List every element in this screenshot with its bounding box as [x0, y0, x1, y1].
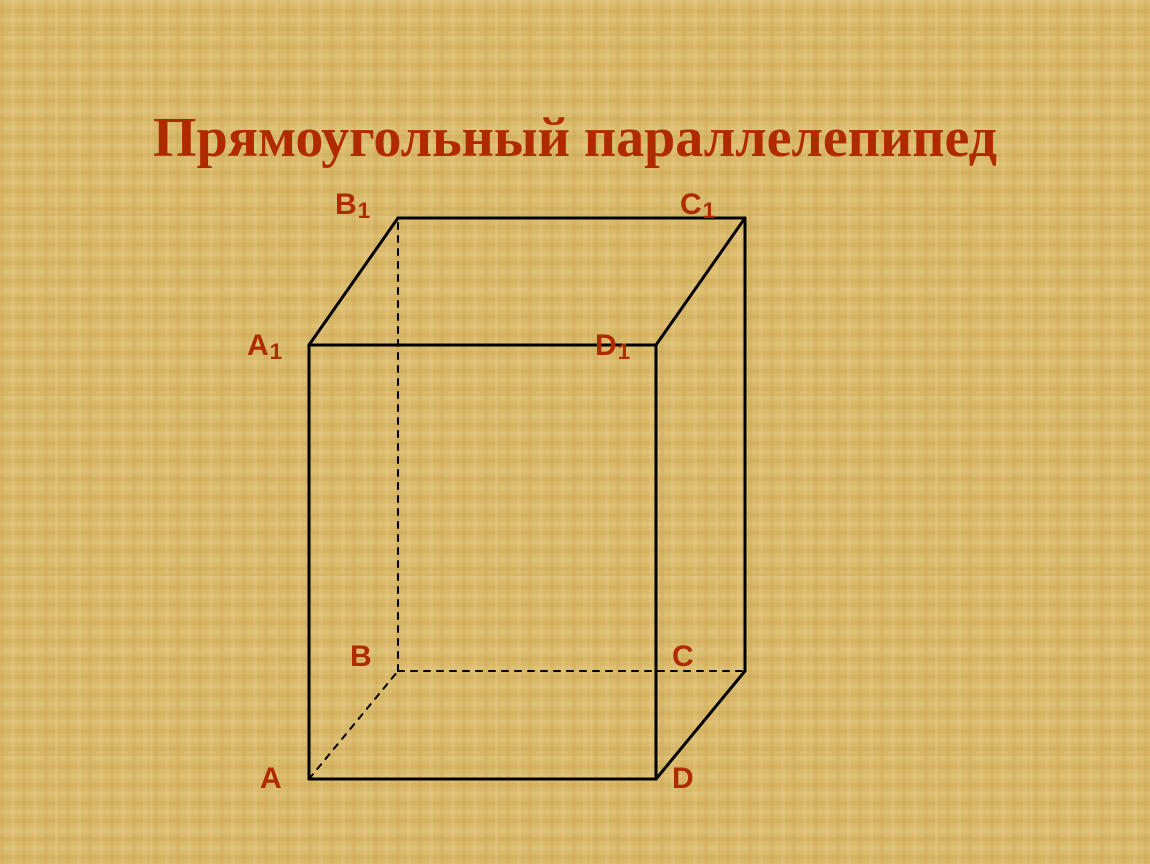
vertex-label-B1: B1 [335, 188, 370, 222]
vertex-letter: D [595, 329, 617, 362]
vertex-subscript: 1 [618, 339, 631, 364]
vertex-subscript: 1 [270, 339, 283, 364]
vertex-subscript: 1 [358, 198, 371, 223]
vertex-letter: B [335, 188, 357, 221]
vertex-label-B: B [350, 640, 372, 674]
vertex-label-D1: D1 [595, 329, 630, 363]
slide: Прямоугольный параллелепипед ADBCA1D1B1C… [0, 0, 1150, 864]
vertex-label-C1: C1 [680, 188, 715, 222]
vertex-letter: D [672, 762, 694, 795]
hidden-edges [309, 218, 745, 779]
edge-D-C [656, 671, 745, 779]
vertex-label-D: D [672, 762, 694, 796]
vertex-label-A1: A1 [247, 329, 282, 363]
vertex-letter: A [247, 329, 269, 362]
edge-A1-B1 [309, 218, 398, 345]
vertex-label-C: C [672, 640, 694, 674]
edge-D1-C1 [656, 218, 745, 345]
vertex-letter: C [680, 188, 702, 221]
vertex-letter: A [260, 762, 282, 795]
vertex-letter: B [350, 640, 372, 673]
visible-edges [309, 218, 745, 779]
vertex-letter: C [672, 640, 694, 673]
parallelepiped-diagram [0, 0, 1150, 864]
vertex-subscript: 1 [703, 198, 716, 223]
vertex-label-A: A [260, 762, 282, 796]
hidden-edge-A-B [309, 671, 398, 779]
